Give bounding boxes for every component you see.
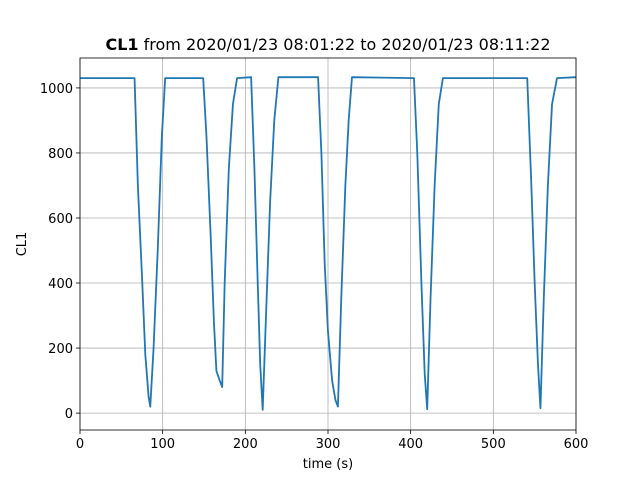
y-tick-label: 200: [48, 342, 73, 357]
x-tick-label: 200: [233, 437, 258, 452]
data-line: [80, 76, 577, 411]
x-axis-label: time (s): [303, 457, 353, 472]
y-tick-label: 800: [48, 147, 73, 162]
x-tick-label: 300: [316, 437, 341, 452]
x-tick-label: 500: [481, 437, 506, 452]
x-tick-label: 0: [76, 437, 84, 452]
chart-title: CL1 from 2020/01/23 08:01:22 to 2020/01/…: [105, 35, 550, 54]
x-tick-label: 100: [150, 437, 175, 452]
x-tick-label: 400: [398, 437, 423, 452]
title-rest: from 2020/01/23 08:01:22 to 2020/01/23 0…: [144, 35, 551, 54]
y-tick-label: 0: [65, 407, 73, 422]
y-tick-label: 600: [48, 212, 73, 227]
y-axis-label: CL1: [15, 232, 30, 257]
y-tick-label: 400: [48, 277, 73, 292]
x-tick-label: 600: [564, 437, 589, 452]
y-tick-label: 1000: [40, 82, 73, 97]
title-bold: CL1: [105, 35, 138, 54]
